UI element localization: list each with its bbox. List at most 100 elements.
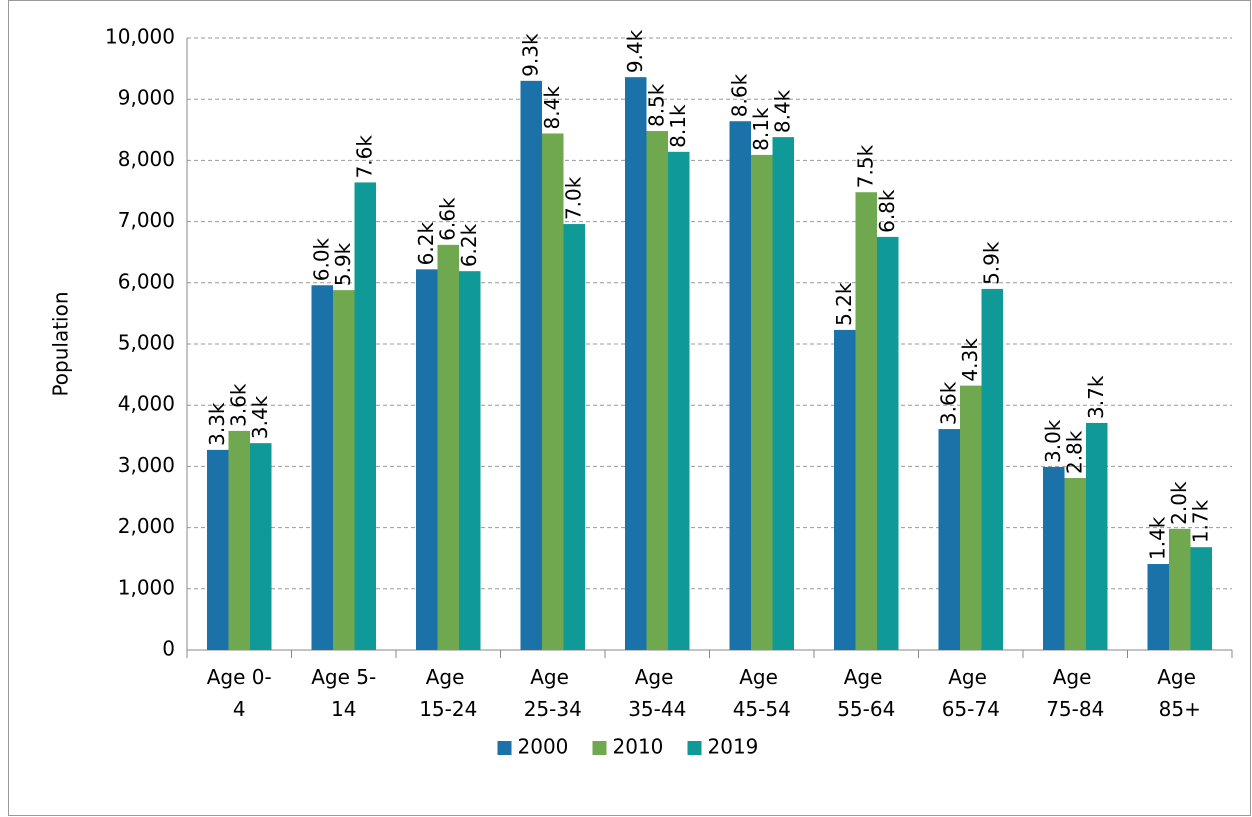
x-tick-label: Age 55-64 (837, 665, 895, 721)
x-tick-label-line: 45-54 (733, 697, 791, 721)
bar (729, 121, 751, 651)
legend-label: 2010 (613, 735, 664, 759)
legend-label: 2000 (518, 735, 569, 759)
bar (416, 269, 438, 650)
data-label: 9.3k (519, 33, 543, 77)
bar (877, 236, 899, 650)
data-label: 2.8k (1063, 430, 1087, 474)
x-tick-label: Age 35-44 (628, 665, 686, 721)
x-tick-label-line: 85+ (1159, 697, 1201, 721)
x-tick-label-line: Age (530, 665, 575, 689)
x-tick-label: Age 45-54 (733, 665, 791, 721)
bar (311, 285, 333, 650)
data-label: 5.9k (331, 242, 355, 286)
y-tick-label: 9,000 (118, 86, 175, 110)
x-tick-label-line: Age (844, 665, 889, 689)
data-label: 3.0k (1041, 419, 1065, 463)
data-label: 6.2k (414, 222, 438, 266)
data-label: 6.8k (875, 189, 899, 233)
data-label: 8.4k (540, 86, 564, 130)
y-tick-label: 0 (162, 637, 175, 661)
x-tick-label: Age 5- 14 (311, 665, 376, 721)
bar (228, 430, 250, 650)
data-label: 1.4k (1146, 516, 1170, 560)
data-label: 1.7k (1189, 499, 1213, 543)
x-tick-label-line: 35-44 (628, 697, 686, 721)
bar (625, 77, 647, 651)
bar (1190, 547, 1212, 650)
bar (668, 151, 690, 650)
data-label: 3.7k (1084, 375, 1108, 419)
x-tick-label-line: 14 (331, 697, 356, 721)
x-tick-label-line: Age (1157, 665, 1202, 689)
bar (520, 80, 542, 651)
x-tick-label-line: Age (635, 665, 680, 689)
data-label: 3.6k (937, 381, 961, 425)
x-tick-label-line: 65-74 (942, 697, 1000, 721)
legend-swatch (592, 741, 607, 755)
bar (751, 154, 773, 650)
bar (855, 192, 877, 650)
data-label: 6.0k (310, 237, 334, 281)
data-label: 8.1k (666, 104, 690, 148)
data-label: 6.6k (436, 197, 460, 241)
data-label: 3.6k (227, 383, 251, 427)
x-tick-label: Age 25-34 (524, 665, 582, 721)
x-tick-label: Age 75-84 (1046, 665, 1104, 721)
data-label: 8.6k (728, 73, 752, 117)
bar (1086, 422, 1108, 650)
bar (1169, 528, 1191, 650)
data-label: 7.0k (562, 176, 586, 220)
y-axis-title: Population (49, 291, 73, 396)
bar (1147, 564, 1169, 650)
bar (960, 385, 982, 650)
y-tick-label: 2,000 (118, 514, 175, 538)
data-label: 7.5k (854, 144, 878, 188)
data-label: 6.2k (457, 223, 481, 267)
x-tick-label: Age 15-24 (419, 665, 477, 721)
x-tick-label-line: Age 0- (207, 665, 272, 689)
data-label: 8.4k (771, 89, 795, 133)
bar (981, 288, 1003, 650)
bar (834, 329, 856, 650)
x-tick-label-line: Age (948, 665, 993, 689)
bar (207, 449, 229, 650)
data-label: 8.5k (645, 83, 669, 127)
x-tick-label-line: Age (1053, 665, 1098, 689)
x-tick-label: Age 0- 4 (207, 665, 272, 721)
bar (1064, 478, 1086, 650)
bar (646, 131, 668, 651)
legend-label: 2019 (708, 735, 759, 759)
x-tick-label-line: Age (739, 665, 784, 689)
bar (437, 244, 459, 650)
x-tick-label-line: 15-24 (419, 697, 477, 721)
bar (938, 429, 960, 650)
bar (772, 137, 794, 651)
y-tick-label: 6,000 (118, 269, 175, 293)
x-tick-label-line: 75-84 (1046, 697, 1104, 721)
bar (250, 443, 272, 650)
bar (333, 290, 355, 650)
y-tick-label: 3,000 (118, 453, 175, 477)
data-label: 5.9k (980, 241, 1004, 285)
data-label: 2.0k (1167, 481, 1191, 525)
bar (563, 224, 585, 650)
bar (459, 271, 481, 650)
x-tick-label: Age 85+ (1157, 665, 1202, 721)
y-tick-label: 7,000 (118, 208, 175, 232)
data-label: 3.3k (205, 402, 229, 446)
data-label: 5.2k (832, 282, 856, 326)
y-tick-label: 4,000 (118, 392, 175, 416)
y-tick-label: 10,000 (105, 25, 175, 49)
y-tick-label: 8,000 (118, 147, 175, 171)
x-tick-label-line: 55-64 (837, 697, 895, 721)
data-label: 3.4k (248, 395, 272, 439)
x-tick-label-line: Age (426, 665, 471, 689)
y-tick-label: 5,000 (118, 331, 175, 355)
x-tick-label: Age 65-74 (942, 665, 1000, 721)
legend-swatch (687, 741, 702, 755)
x-tick-label-line: 25-34 (524, 697, 582, 721)
bar (542, 133, 564, 651)
bar (354, 182, 376, 650)
